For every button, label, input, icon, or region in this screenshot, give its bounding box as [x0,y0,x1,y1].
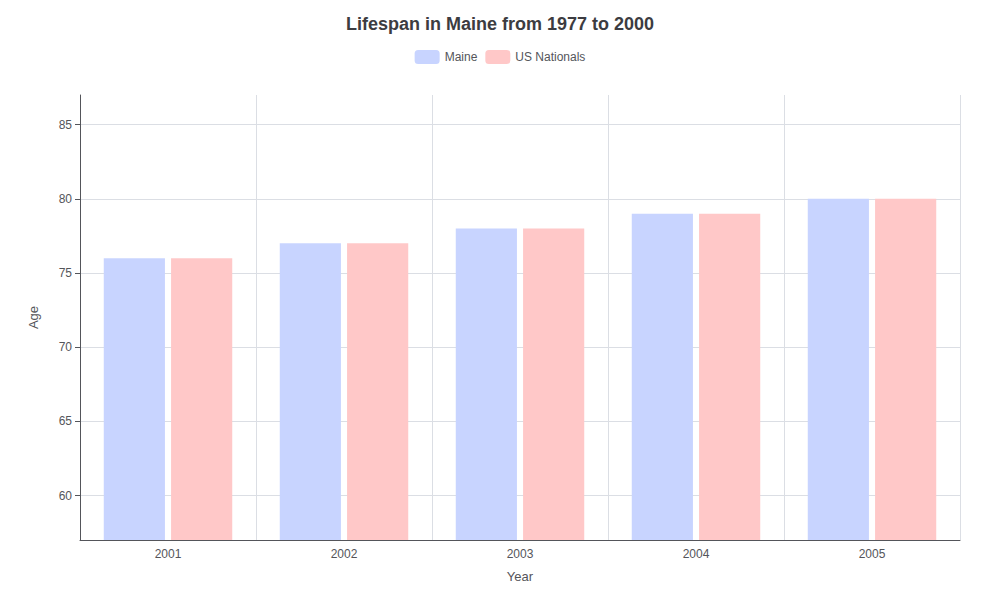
svg-text:2001: 2001 [155,547,182,561]
svg-text:US Nationals: US Nationals [515,50,585,64]
svg-text:Lifespan in Maine from 1977 to: Lifespan in Maine from 1977 to 2000 [346,14,654,34]
svg-text:2003: 2003 [507,547,534,561]
svg-text:2005: 2005 [859,547,886,561]
svg-text:Year: Year [507,569,534,584]
svg-text:Maine: Maine [445,50,478,64]
svg-text:75: 75 [59,266,73,280]
svg-text:65: 65 [59,414,73,428]
svg-text:70: 70 [59,340,73,354]
svg-text:2002: 2002 [331,547,358,561]
svg-text:80: 80 [59,192,73,206]
svg-text:2004: 2004 [683,547,710,561]
svg-text:60: 60 [59,489,73,503]
svg-text:Age: Age [26,306,41,329]
svg-text:85: 85 [59,118,73,132]
